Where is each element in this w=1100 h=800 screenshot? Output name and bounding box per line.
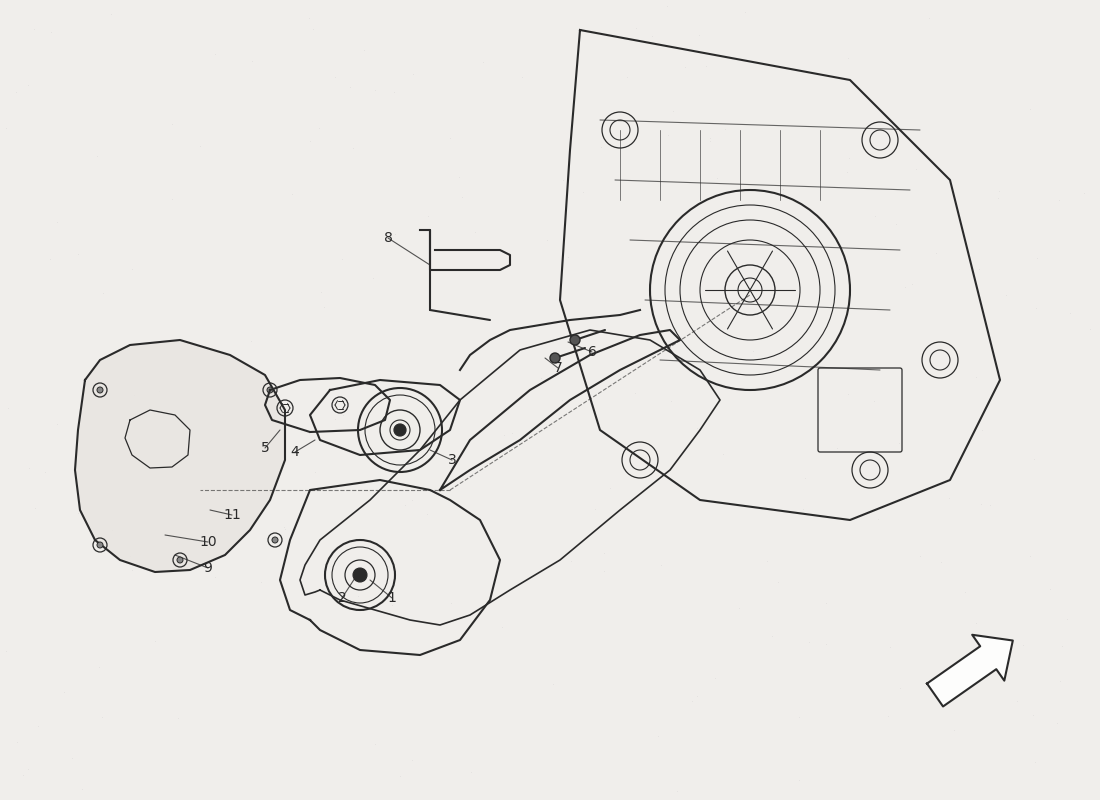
Text: 6: 6: [587, 345, 596, 359]
Circle shape: [97, 387, 103, 393]
Text: 10: 10: [199, 535, 217, 549]
Circle shape: [550, 353, 560, 363]
Text: 9: 9: [204, 561, 212, 575]
Circle shape: [267, 387, 273, 393]
Polygon shape: [75, 340, 285, 572]
Text: 11: 11: [223, 508, 241, 522]
Text: 5: 5: [261, 441, 270, 455]
Polygon shape: [927, 634, 1013, 706]
Text: 4: 4: [290, 445, 299, 459]
Text: 1: 1: [387, 591, 396, 605]
Circle shape: [97, 542, 103, 548]
Circle shape: [177, 557, 183, 563]
Circle shape: [272, 537, 278, 543]
Text: 2: 2: [338, 591, 346, 605]
Text: 7: 7: [553, 361, 562, 375]
Circle shape: [570, 335, 580, 345]
Text: 8: 8: [384, 231, 393, 245]
Circle shape: [353, 568, 367, 582]
Circle shape: [394, 424, 406, 436]
Text: 3: 3: [448, 453, 456, 467]
